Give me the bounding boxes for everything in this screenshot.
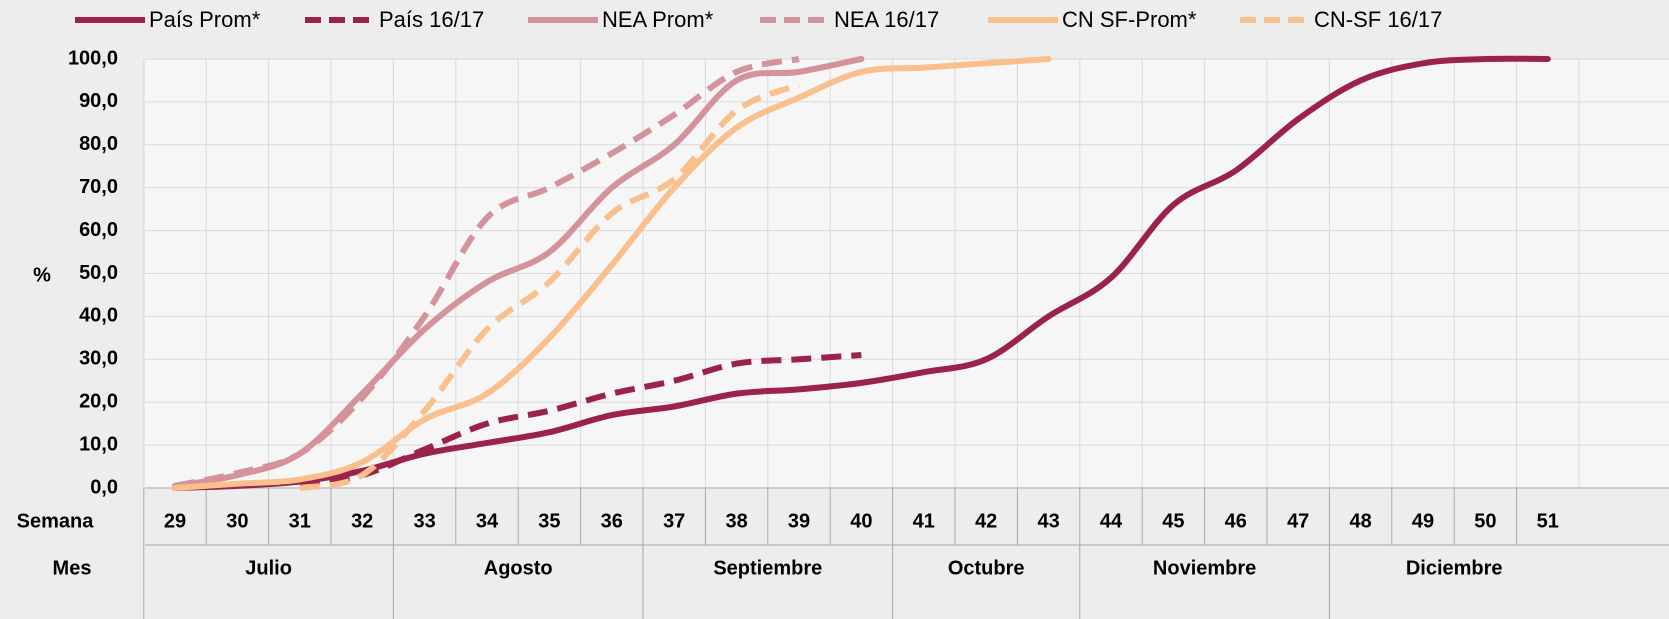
x-tick-label: 33 bbox=[413, 510, 435, 532]
y-tick-label: 10,0 bbox=[79, 433, 118, 455]
y-tick-label: 50,0 bbox=[79, 262, 118, 284]
x-tick-label: 43 bbox=[1037, 510, 1059, 532]
y-tick-label: 40,0 bbox=[79, 305, 118, 327]
x-tick-label: 46 bbox=[1225, 510, 1247, 532]
x-tick-label: 38 bbox=[725, 510, 747, 532]
y-tick-label: 30,0 bbox=[79, 348, 118, 370]
y-tick-label: 90,0 bbox=[79, 90, 118, 112]
x-tick-label: 31 bbox=[289, 510, 311, 532]
week-row-label: Semana bbox=[17, 510, 95, 532]
x-tick-label: 50 bbox=[1474, 510, 1496, 532]
legend-label: País 16/17 bbox=[379, 7, 484, 32]
x-tick-label: 32 bbox=[351, 510, 373, 532]
x-tick-label: 49 bbox=[1412, 510, 1434, 532]
x-tick-label: 37 bbox=[663, 510, 685, 532]
x-tick-label: 47 bbox=[1287, 510, 1309, 532]
legend-label: CN-SF 16/17 bbox=[1314, 7, 1442, 32]
x-tick-label: 41 bbox=[913, 510, 935, 532]
x-tick-label: 48 bbox=[1349, 510, 1371, 532]
month-row-label: Mes bbox=[53, 557, 92, 579]
y-tick-label: 60,0 bbox=[79, 219, 118, 241]
y-tick-label: 70,0 bbox=[79, 176, 118, 198]
month-label: Diciembre bbox=[1406, 557, 1503, 579]
x-tick-label: 44 bbox=[1100, 510, 1123, 532]
month-label: Agosto bbox=[484, 557, 553, 579]
x-tick-label: 35 bbox=[538, 510, 560, 532]
x-tick-label: 40 bbox=[850, 510, 872, 532]
series-line bbox=[172, 55, 1551, 491]
legend-label: CN SF-Prom* bbox=[1062, 7, 1197, 32]
x-tick-label: 42 bbox=[975, 510, 997, 532]
month-label: Noviembre bbox=[1153, 557, 1256, 579]
x-tick-label: 36 bbox=[601, 510, 623, 532]
month-label: Septiembre bbox=[713, 557, 822, 579]
y-tick-label: 80,0 bbox=[79, 133, 118, 155]
series-line bbox=[172, 56, 1052, 491]
series-line bbox=[299, 81, 801, 491]
y-tick-label: 0,0 bbox=[90, 476, 118, 498]
x-tick-label: 29 bbox=[164, 510, 186, 532]
x-tick-label: 34 bbox=[476, 510, 499, 532]
y-tick-label: 20,0 bbox=[79, 390, 118, 412]
x-tick-label: 51 bbox=[1537, 510, 1559, 532]
x-tick-label: 45 bbox=[1162, 510, 1184, 532]
month-label: Octubre bbox=[948, 557, 1025, 579]
legend-label: País Prom* bbox=[149, 7, 261, 32]
y-axis-label: % bbox=[33, 264, 51, 286]
month-label: Julio bbox=[245, 557, 292, 579]
x-tick-label: 39 bbox=[788, 510, 810, 532]
series-line bbox=[299, 352, 862, 487]
legend-label: NEA Prom* bbox=[602, 7, 714, 32]
x-tick-label: 30 bbox=[226, 510, 248, 532]
y-tick-label: 100,0 bbox=[68, 47, 118, 69]
legend-label: NEA 16/17 bbox=[834, 7, 939, 32]
series-line bbox=[174, 56, 800, 489]
